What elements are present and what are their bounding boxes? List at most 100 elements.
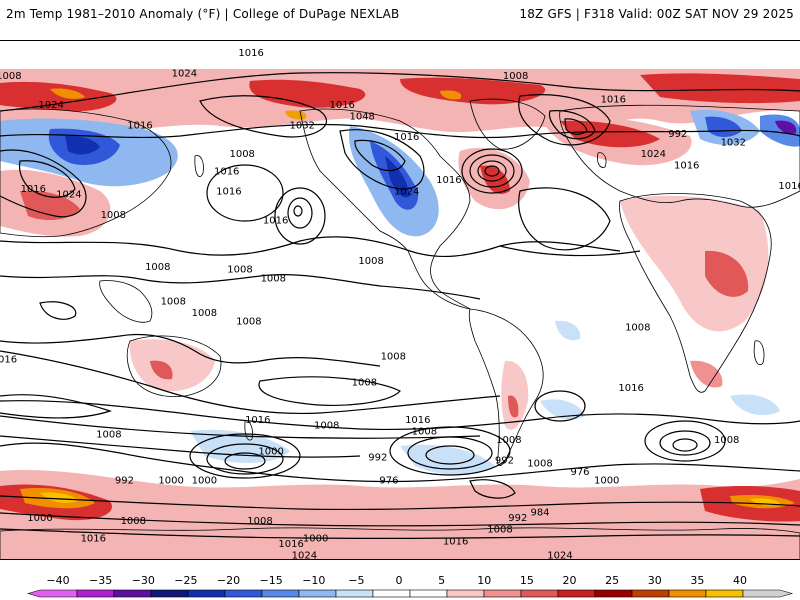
asia-west-coast — [0, 108, 172, 238]
colorbar-tick-label: 10 — [477, 574, 491, 587]
japan-coast — [194, 154, 204, 177]
isobar-label: 1008 — [145, 262, 170, 273]
isobar-label: 1024 — [292, 551, 317, 560]
isobar-label: 1008 — [352, 377, 377, 388]
arctic-warm-core-4 — [640, 73, 800, 104]
isobar-label: 992 — [668, 129, 687, 140]
isobar-label: 984 — [530, 507, 549, 518]
isobar-label: 1016 — [436, 175, 461, 186]
south-america-warm-core — [508, 395, 519, 418]
colorbar-swatch — [631, 589, 670, 598]
south-america-warm — [501, 360, 529, 430]
isobar-label: 1016 — [278, 539, 303, 550]
arctic-hot-spot-1 — [50, 88, 85, 99]
colorbar-tick-label: 40 — [733, 574, 747, 587]
colorbar-tick-label: −10 — [302, 574, 325, 587]
isobar-label: 1016 — [778, 181, 800, 192]
arctic-warm-core-3 — [400, 77, 546, 105]
isobar-label: 1008 — [0, 71, 22, 82]
isobar-label: 1008 — [314, 421, 339, 432]
isobar-labels: 1016100810241016103210481008101699210241… — [0, 48, 800, 560]
colorbar-swatch — [298, 589, 337, 598]
isobar-label: 1016 — [127, 120, 152, 131]
colorbar-tick-label: 15 — [520, 574, 534, 587]
colorbar-swatch — [742, 589, 794, 598]
africa-coast — [619, 193, 772, 393]
antarctica-coast — [0, 527, 800, 559]
colorbar-swatch — [113, 589, 152, 598]
isobar-label: 1008 — [503, 71, 528, 82]
isobar-label: 1016 — [443, 536, 468, 547]
isobar-label: 1008 — [229, 149, 254, 160]
header: 2m Temp 1981–2010 Anomaly (°F) | College… — [0, 0, 800, 40]
colorbar-swatch — [557, 589, 596, 598]
colorbar-tick-label: 30 — [648, 574, 662, 587]
map-panel[interactable]: 1016100810241016103210481008101699210241… — [0, 40, 800, 560]
isobar-label: 1008 — [261, 273, 286, 284]
isobar-label: 1016 — [21, 184, 46, 195]
arctic-warm-core-1 — [0, 81, 117, 112]
colorbar-tick-label: −25 — [174, 574, 197, 587]
colorbar-swatch — [150, 589, 189, 598]
colorbar-swatch — [187, 589, 226, 598]
isobar-label: 1008 — [192, 308, 217, 319]
colorbar-tick-label: −5 — [348, 574, 364, 587]
colorbar-tick-label: 20 — [563, 574, 577, 587]
isobar-label: 1016 — [263, 216, 288, 227]
colorbar-tick-label: −20 — [217, 574, 240, 587]
isobar-label: 1000 — [303, 533, 328, 544]
isobar-label: 1048 — [349, 112, 374, 123]
isobar-label: 1008 — [625, 323, 650, 334]
isobar-label: 1016 — [216, 187, 241, 198]
uk-coast — [597, 152, 607, 168]
far-east-cold-core — [775, 120, 797, 134]
colorbar: −40 −35 −30 −25 −20 −15 −10 −5 0 5 10 15 20 25 30 35 40 — [0, 568, 800, 600]
model-run-title: 18Z GFS | F318 Valid: 00Z SAT NOV 29 202… — [519, 7, 794, 21]
colorbar-swatches — [26, 589, 794, 598]
isobar-label: 992 — [508, 513, 527, 524]
isobar-label: 1008 — [161, 297, 186, 308]
colorbar-swatch — [372, 589, 411, 598]
australia-warm-core — [150, 360, 173, 380]
isobar-label: 1008 — [358, 256, 383, 267]
africa-warm — [620, 195, 769, 332]
isobar-label: 1000 — [594, 476, 619, 487]
isobar-label: 1024 — [641, 149, 666, 160]
isobar-label: 1016 — [238, 48, 263, 59]
antarctic-warm-band — [0, 469, 800, 559]
australia-coast — [126, 335, 222, 398]
isobar-label: 1008 — [121, 516, 146, 527]
arctic-hot-spot-3 — [440, 90, 462, 100]
east-asia-warm-core — [20, 190, 80, 221]
colorbar-tick-label: −30 — [132, 574, 155, 587]
colorbar-swatch — [520, 589, 559, 598]
isobar-label: 1008 — [381, 351, 406, 362]
isobar-label: 1008 — [96, 429, 121, 440]
colorbar-swatch — [76, 589, 115, 598]
isobar-label: 1016 — [405, 415, 430, 426]
isobar-label: 1016 — [245, 415, 270, 426]
colorbar-tick-label: 35 — [690, 574, 704, 587]
isobar-label: 1024 — [56, 190, 81, 201]
africa-warm-core — [705, 250, 749, 297]
southeast-asia-islands — [99, 280, 153, 323]
antarctic-hot-spot-1-core — [40, 492, 78, 503]
colorbar-swatch — [335, 589, 374, 598]
isobar-label: 1008 — [247, 516, 272, 527]
australia-warm — [129, 339, 215, 392]
colorbar-swatch — [483, 589, 522, 598]
isobar-contours — [0, 72, 800, 539]
isobar-label: 1024 — [172, 68, 197, 79]
product-title: 2m Temp 1981–2010 Anomaly (°F) | College… — [6, 7, 400, 21]
colorbar-tick-label: −40 — [46, 574, 69, 587]
isobar-label: 1000 — [258, 447, 283, 458]
anomaly-map[interactable]: 1016100810241016103210481008101699210241… — [0, 41, 800, 560]
isobar-label: 1016 — [81, 533, 106, 544]
isobar-label: 1008 — [227, 265, 252, 276]
isobar-label: 1016 — [329, 100, 354, 111]
isobar-label: 1016 — [214, 167, 239, 178]
isobar-label: 1008 — [412, 427, 437, 438]
colorbar-swatch — [26, 589, 78, 598]
isobar-label: 1016 — [618, 383, 643, 394]
new-zealand-coast — [244, 420, 253, 441]
